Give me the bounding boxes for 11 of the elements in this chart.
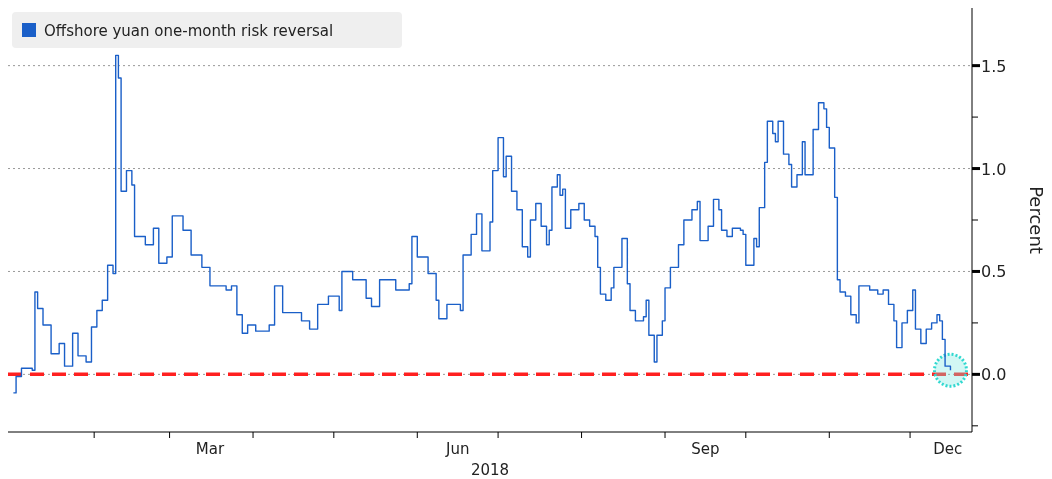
x-tick-label: Sep [691, 440, 720, 458]
y-tick-label: 1.0 [981, 159, 1007, 179]
y-axis-title: Percent [1026, 186, 1047, 254]
y-tick-label: 0.5 [981, 262, 1007, 282]
y-tick-label: 1.5 [981, 56, 1007, 76]
x-tick-label: Dec [933, 440, 963, 458]
y-tick-label: 0.0 [981, 365, 1007, 385]
legend-label: Offshore yuan one-month risk reversal [44, 22, 334, 40]
x-axis-title: 2018 [470, 461, 510, 479]
x-tick-label: Mar [195, 440, 225, 458]
x-tick-label: Jun [444, 440, 470, 458]
